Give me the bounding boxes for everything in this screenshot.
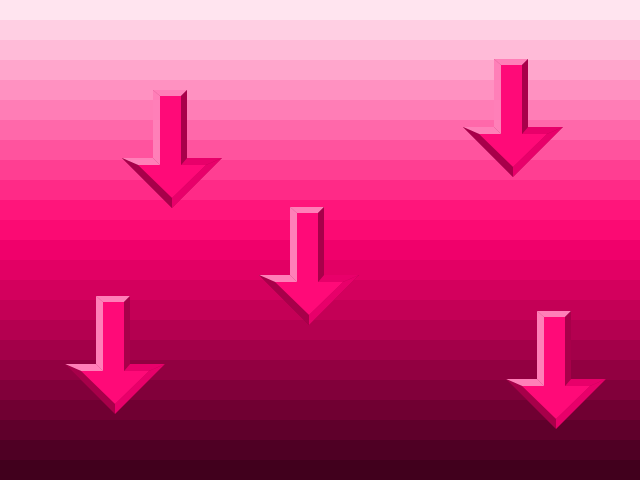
- arrow-bevel-right-slope: [513, 127, 563, 177]
- background-band: [0, 180, 640, 200]
- background-band: [0, 0, 640, 20]
- arrow-bevel-right-slope: [115, 364, 165, 414]
- arrow-bevel-right-slope: [309, 275, 359, 325]
- arrow-bevel-right-slope: [172, 158, 222, 208]
- down-arrow-icon: [506, 311, 606, 429]
- arrow-face: [479, 65, 547, 167]
- arrow-bevel-top: [153, 90, 187, 96]
- arrow-bevel-left: [537, 311, 544, 386]
- background-band: [0, 420, 640, 440]
- arrow-bevel-head-right-top: [124, 364, 165, 371]
- arrow-bevel-left-slope: [65, 364, 115, 414]
- down-arrow-icon: [259, 207, 359, 325]
- arrow-bevel-head-right-top: [522, 127, 563, 134]
- background-band: [0, 20, 640, 40]
- background-band: [0, 440, 640, 460]
- arrow-bevel-left-slope: [463, 127, 513, 177]
- arrow-face: [275, 213, 343, 315]
- arrow-down-1: [121, 88, 225, 210]
- arrow-face: [138, 96, 206, 198]
- arrow-bevel-top: [537, 311, 571, 317]
- arrow-bevel-left-slope: [506, 379, 556, 429]
- down-arrow-icon: [122, 90, 222, 208]
- arrow-face: [81, 302, 149, 404]
- background-band: [0, 320, 640, 340]
- arrow-bevel-top: [290, 207, 324, 213]
- arrow-down-5: [505, 309, 609, 431]
- arrow-down-4: [64, 294, 168, 416]
- arrow-bevel-head-right-top: [181, 158, 222, 165]
- arrow-bevel-head-left-top: [259, 275, 297, 282]
- arrow-bevel-right: [181, 90, 187, 165]
- arrow-bevel-right: [124, 296, 130, 371]
- down-arrow-icon: [463, 59, 563, 177]
- arrow-bevel-top: [494, 59, 528, 65]
- arrow-bevel-left: [153, 90, 160, 165]
- arrow-bevel-left: [494, 59, 501, 134]
- background-band: [0, 460, 640, 480]
- background-band: [0, 380, 640, 400]
- arrow-bevel-left: [96, 296, 103, 371]
- arrow-bevel-head-left-top: [506, 379, 544, 386]
- arrow-bevel-right-slope: [556, 379, 606, 429]
- arrow-down-2: [462, 57, 566, 179]
- arrow-bevel-right: [522, 59, 528, 134]
- background-band: [0, 340, 640, 360]
- arrow-down-3: [258, 205, 362, 327]
- arrow-bevel-head-right-top: [565, 379, 606, 386]
- arrow-face: [522, 317, 590, 419]
- arrow-bevel-head-right-top: [318, 275, 359, 282]
- arrow-bevel-left: [290, 207, 297, 282]
- background-band: [0, 400, 640, 420]
- arrow-bevel-head-left-top: [65, 364, 103, 371]
- background-band: [0, 60, 640, 80]
- arrow-bevel-right: [565, 311, 571, 386]
- arrow-bevel-head-left-top: [463, 127, 501, 134]
- arrow-bevel-left-slope: [259, 275, 309, 325]
- background-band: [0, 40, 640, 60]
- arrow-bevel-left-slope: [122, 158, 172, 208]
- arrow-bevel-top: [96, 296, 130, 302]
- down-arrow-icon: [65, 296, 165, 414]
- arrow-bevel-head-left-top: [122, 158, 160, 165]
- arrow-bevel-right: [318, 207, 324, 282]
